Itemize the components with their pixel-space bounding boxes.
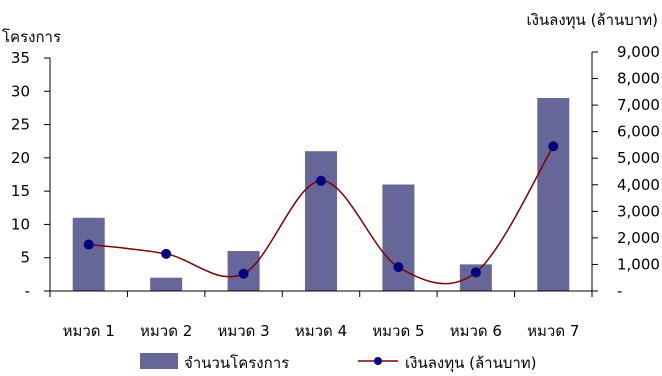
right-tick-label: - — [617, 282, 622, 300]
line-point — [316, 175, 326, 186]
left-axis-title: โครงการ — [2, 28, 61, 46]
x-tick-label: หมวด 7 — [527, 322, 579, 340]
line-series — [83, 141, 559, 285]
series-line — [88, 145, 554, 285]
bar — [150, 277, 183, 291]
line-point — [238, 268, 249, 279]
bar — [382, 184, 415, 291]
x-tick-label: หมวด 3 — [217, 322, 269, 340]
line-point — [470, 267, 481, 278]
right-tick-label: 1,000 — [617, 255, 660, 273]
x-tick-label: หมวด 4 — [295, 322, 347, 340]
left-tick-label: 30 — [11, 82, 30, 100]
x-tick-label: หมวด 5 — [372, 322, 424, 340]
line-point — [83, 239, 94, 250]
right-tick-label: 5,000 — [617, 149, 660, 167]
legend-line-label: เงินลงทุน (ล้านบาท) — [405, 354, 537, 373]
right-tick-label: 6,000 — [617, 123, 660, 141]
bar — [305, 151, 337, 291]
x-tick-label: หมวด 2 — [140, 322, 192, 340]
line-point — [548, 141, 559, 152]
legend-line-marker — [374, 357, 382, 365]
bar-series — [72, 97, 570, 291]
line-point — [161, 248, 172, 259]
right-tick-label: 2,000 — [617, 229, 660, 247]
bar — [537, 97, 570, 291]
right-tick-label: 3,000 — [617, 202, 660, 220]
x-tick-label: หมวด 6 — [450, 322, 502, 340]
left-tick-label: 10 — [11, 215, 30, 233]
legend: จำนวนโครงการ เงินลงทุน (ล้านบาท) — [140, 353, 537, 373]
left-tick-label: 20 — [11, 149, 30, 167]
right-axis-ticks: - 1,000 2,000 3,000 4,000 5,000 6,000 7,000 8,00… — [592, 43, 660, 300]
bar — [72, 217, 105, 291]
right-tick-label: 9,000 — [617, 43, 660, 61]
left-tick-label: 35 — [11, 49, 30, 67]
right-tick-label: 8,000 — [617, 70, 660, 88]
right-tick-label: 7,000 — [617, 96, 660, 114]
x-tick-label: หมวด 1 — [63, 322, 115, 340]
x-axis: หมวด 1 หมวด 2 หมวด 3 หมวด 4 หมวด 5 หมวด 6 หมวด… — [49, 291, 593, 340]
legend-bar-label: จำนวนโครงการ — [184, 354, 289, 372]
line-point — [393, 262, 404, 273]
right-tick-label: 4,000 — [617, 176, 660, 194]
legend-bar-swatch — [140, 353, 178, 369]
right-axis-title: เงินลงทุน (ล้านบาท) — [526, 11, 658, 30]
left-axis-ticks: - 5 10 15 20 25 30 35 — [11, 49, 50, 300]
left-tick-label: 25 — [11, 116, 30, 134]
left-tick-label: 15 — [11, 182, 30, 200]
left-tick-label: - — [25, 282, 30, 300]
left-tick-label: 5 — [20, 249, 30, 267]
